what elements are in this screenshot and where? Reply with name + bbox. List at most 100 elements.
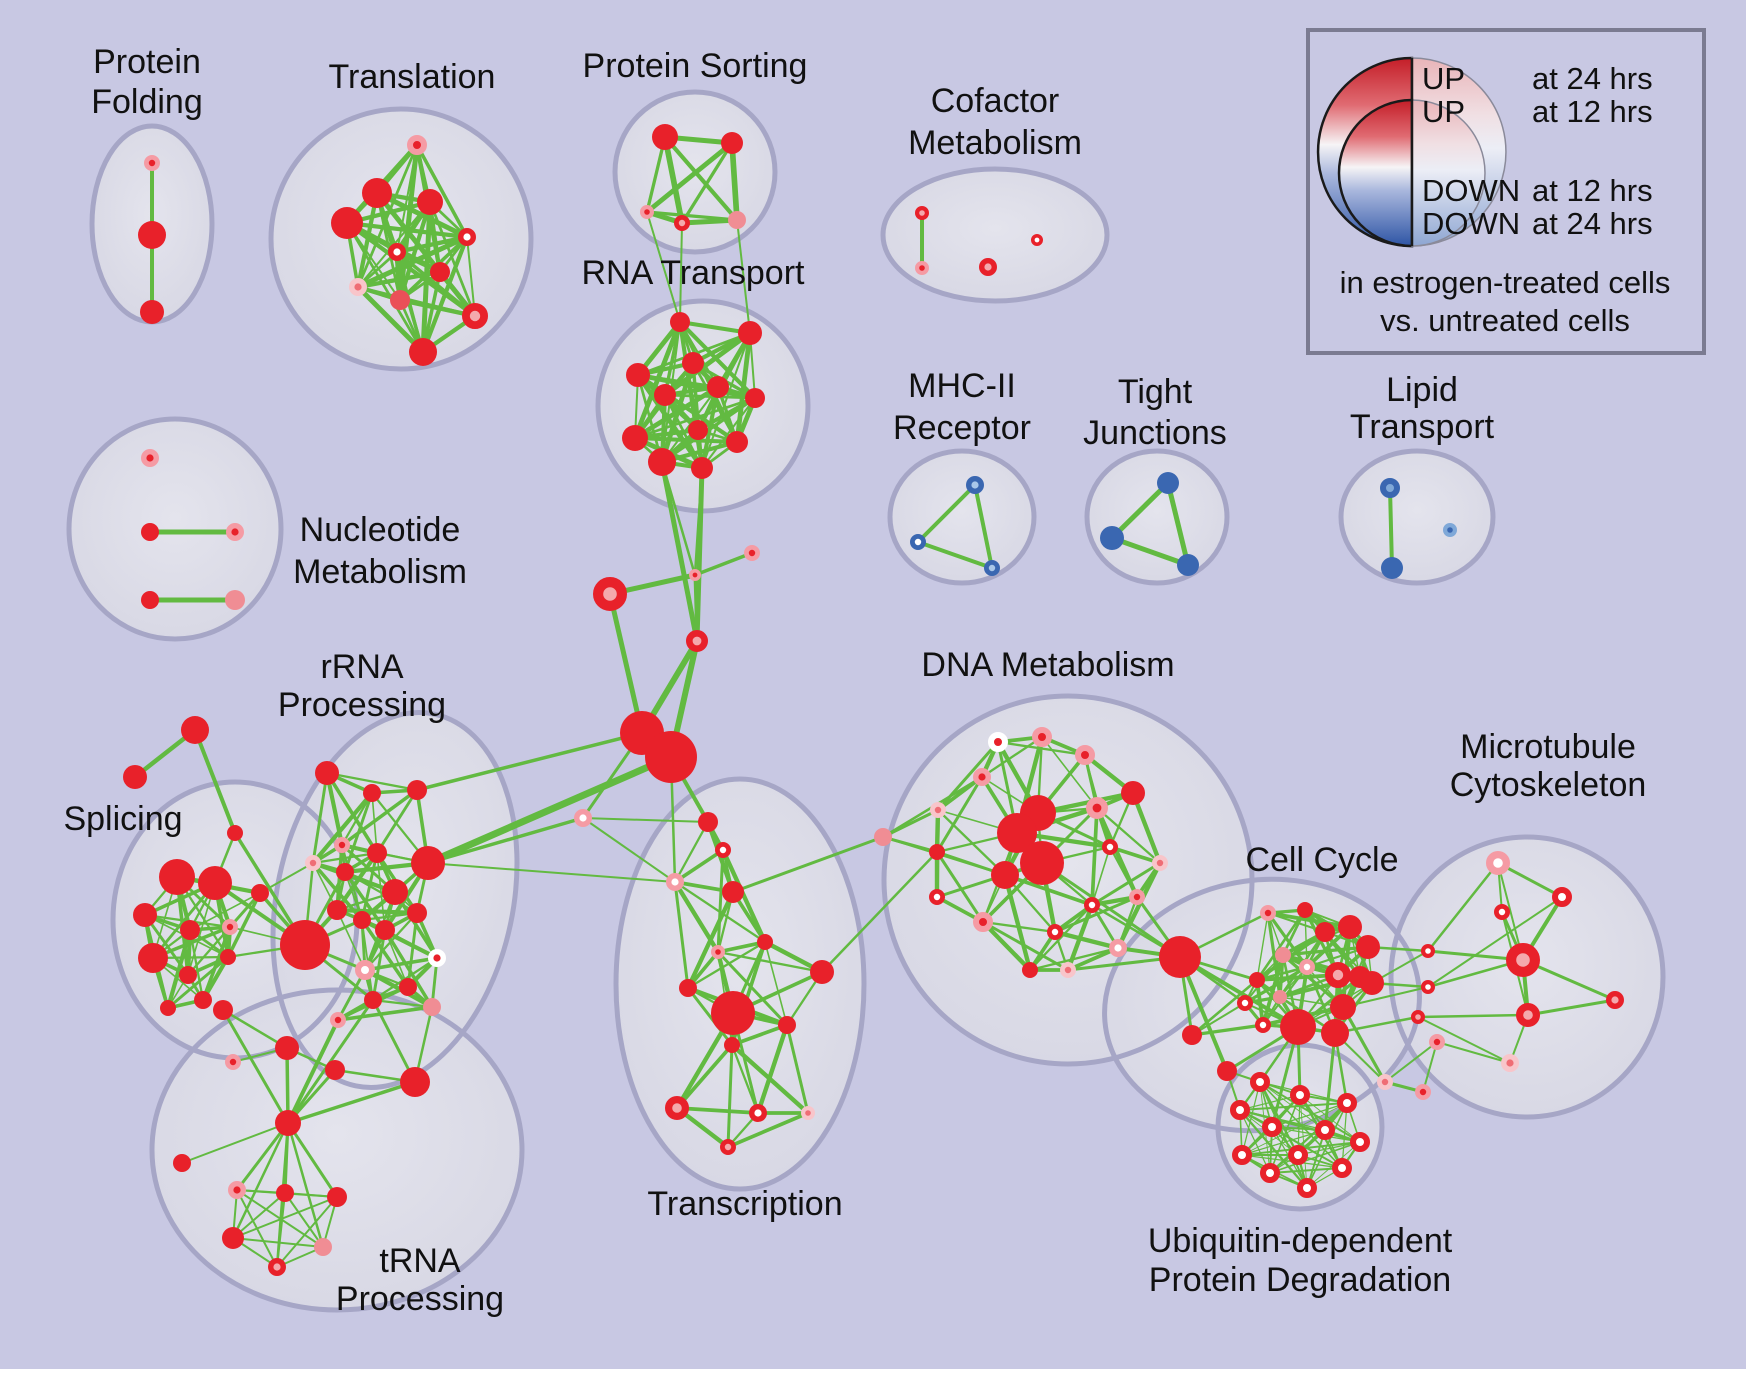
network-edge — [673, 848, 725, 884]
network-edge — [729, 1042, 811, 1116]
network-edge — [1323, 1031, 1337, 1132]
node-ubiquitin-degradation-9 — [1332, 1158, 1352, 1178]
node-splicing-0 — [159, 859, 195, 895]
cluster-label-mhc-ii-receptor: MHC-II — [908, 367, 1016, 405]
node-trna-processing-5 — [275, 1110, 301, 1136]
node-rna-transport-0 — [670, 312, 690, 332]
node-rrna-processing-3 — [333, 837, 350, 854]
node-trna-processing-7 — [227, 1180, 246, 1199]
node-rna-transport-7 — [688, 420, 708, 440]
legend-state-up-24: UP — [1422, 61, 1465, 96]
network-edge — [363, 956, 439, 972]
node-rna-transport-8 — [622, 425, 648, 451]
node-dna-metabolism-16 — [973, 912, 993, 932]
node-cofactor-metabolism-1 — [914, 261, 929, 276]
node-rna-transport-11 — [691, 457, 713, 479]
network-edge — [221, 1008, 290, 1125]
network-edge — [286, 1018, 340, 1125]
node-trna-processing-0 — [213, 1000, 233, 1020]
network-edge — [1095, 806, 1162, 865]
network-edge — [1341, 1005, 1387, 1084]
node-dna-metabolism-3 — [973, 768, 992, 787]
node-protein-sorting-0 — [652, 124, 678, 150]
network-edge — [730, 1043, 760, 1115]
node-translation-3 — [331, 207, 363, 239]
node-dna-metabolism-11 — [991, 861, 1019, 889]
network-edge — [1333, 1015, 1420, 1035]
network-edge — [1066, 946, 1120, 972]
cluster-outline-rrna-processing — [270, 710, 520, 1090]
node-free-10 — [1420, 979, 1435, 994]
legend-time-24: at 24 hrs — [1532, 61, 1653, 96]
network-edge — [466, 236, 476, 317]
network-edge — [1496, 861, 1564, 899]
node-dna-metabolism-13 — [1152, 855, 1169, 872]
node-transcription-2 — [666, 873, 685, 892]
node-rrna-processing-0 — [315, 761, 339, 785]
node-splicing-1 — [198, 866, 232, 900]
node-free-0 — [688, 568, 701, 581]
node-ubiquitin-degradation-3 — [1230, 1100, 1250, 1120]
node-cell-cycle-17 — [1377, 1074, 1394, 1091]
cluster-label-trna-processing: Processing — [336, 1280, 504, 1318]
node-splicing-7 — [220, 949, 236, 965]
cluster-label-microtubule-cytoskeleton: Microtubule — [1460, 728, 1636, 766]
node-dna-metabolism-15 — [929, 889, 946, 906]
node-nucleotide-metabolism-4 — [225, 590, 245, 610]
network-edge — [286, 1121, 325, 1249]
cluster-label-mhc-ii-receptor: Receptor — [893, 409, 1031, 447]
network-edge — [981, 920, 1070, 972]
cluster-label-protein-folding: Folding — [91, 83, 203, 121]
cluster-mhc-ii-receptor — [890, 451, 1034, 583]
network-edge — [632, 435, 740, 445]
network-edge — [284, 1192, 324, 1248]
cluster-label-microtubule-cytoskeleton: Cytoskeleton — [1450, 766, 1647, 804]
node-ubiquitin-degradation-8 — [1288, 1145, 1308, 1165]
network-edge — [360, 851, 379, 922]
node-rrna-processing-6 — [367, 843, 387, 863]
network-edge — [1190, 1023, 1265, 1037]
cluster-label-tight-junctions: Tight — [1118, 373, 1193, 411]
cluster-label-ubiquitin-degradation: Protein Degradation — [1149, 1261, 1451, 1299]
node-splicing-6 — [179, 966, 197, 984]
network-edge — [340, 788, 419, 847]
network-edge — [355, 269, 443, 290]
node-rna-transport-10 — [648, 448, 676, 476]
cluster-label-trna-processing: tRNA — [379, 1242, 461, 1280]
network-edge — [1028, 946, 1120, 972]
cluster-label-protein-folding: Protein — [93, 43, 201, 81]
node-cell-cycle-15 — [1321, 1019, 1349, 1047]
network-edge — [310, 790, 375, 866]
node-rrna-processing-2 — [407, 780, 427, 800]
node-transcription-13 — [800, 1105, 815, 1120]
network-edge — [226, 891, 262, 959]
node-cell-cycle-18 — [1415, 1084, 1432, 1101]
node-transcription-10 — [724, 1037, 740, 1053]
network-edge — [935, 850, 985, 924]
node-dna-metabolism-14 — [1129, 889, 1146, 906]
cluster-outline-trna-processing — [149, 987, 525, 1313]
node-trna-processing-11 — [314, 1238, 332, 1256]
cluster-microtubule-cytoskeleton — [1391, 837, 1663, 1117]
node-ubiquitin-degradation-0 — [1250, 1072, 1270, 1092]
network-edge — [1190, 978, 1259, 1037]
node-free-1 — [592, 576, 627, 611]
cluster-label-splicing: Splicing — [63, 800, 182, 838]
network-edge — [1422, 1041, 1438, 1093]
node-microtubule-cytoskeleton-6 — [1500, 1053, 1519, 1072]
network-edge — [371, 998, 434, 1009]
legend-footnote-line2: vs. untreated cells — [1380, 303, 1630, 338]
node-microtubule-cytoskeleton-1 — [1552, 887, 1572, 907]
network-edge — [371, 928, 387, 1002]
network-edge — [356, 143, 419, 289]
node-free-7 — [1159, 936, 1201, 978]
node-rrna-processing-10 — [353, 911, 371, 929]
cluster-label-nucleotide-metabolism: Metabolism — [293, 553, 467, 591]
network-edge — [679, 217, 740, 226]
network-edge — [325, 771, 419, 792]
node-rna-transport-9 — [726, 431, 748, 453]
node-splicing-2 — [133, 903, 157, 927]
node-translation-5 — [388, 242, 407, 261]
